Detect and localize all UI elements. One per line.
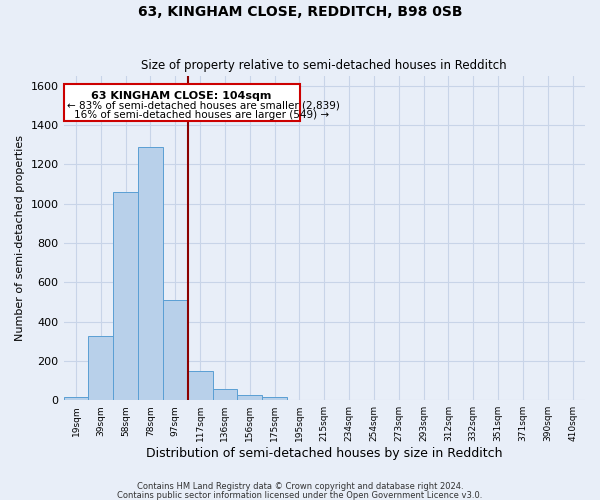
Text: 63 KINGHAM CLOSE: 104sqm: 63 KINGHAM CLOSE: 104sqm bbox=[91, 90, 271, 101]
FancyBboxPatch shape bbox=[64, 84, 300, 121]
Text: Contains public sector information licensed under the Open Government Licence v3: Contains public sector information licen… bbox=[118, 490, 482, 500]
Y-axis label: Number of semi-detached properties: Number of semi-detached properties bbox=[15, 135, 25, 341]
Text: 63, KINGHAM CLOSE, REDDITCH, B98 0SB: 63, KINGHAM CLOSE, REDDITCH, B98 0SB bbox=[138, 5, 462, 19]
Text: Contains HM Land Registry data © Crown copyright and database right 2024.: Contains HM Land Registry data © Crown c… bbox=[137, 482, 463, 491]
Text: 16% of semi-detached houses are larger (549) →: 16% of semi-detached houses are larger (… bbox=[74, 110, 329, 120]
Bar bbox=[212, 390, 238, 400]
Title: Size of property relative to semi-detached houses in Redditch: Size of property relative to semi-detach… bbox=[142, 59, 507, 72]
Bar bbox=[262, 398, 287, 400]
Bar bbox=[163, 300, 188, 400]
Bar bbox=[113, 192, 138, 400]
Bar bbox=[88, 336, 113, 400]
Text: ← 83% of semi-detached houses are smaller (2,839): ← 83% of semi-detached houses are smalle… bbox=[67, 100, 340, 110]
X-axis label: Distribution of semi-detached houses by size in Redditch: Distribution of semi-detached houses by … bbox=[146, 447, 503, 460]
Bar bbox=[138, 146, 163, 400]
Bar bbox=[64, 398, 88, 400]
Bar bbox=[238, 396, 262, 400]
Bar bbox=[188, 370, 212, 400]
